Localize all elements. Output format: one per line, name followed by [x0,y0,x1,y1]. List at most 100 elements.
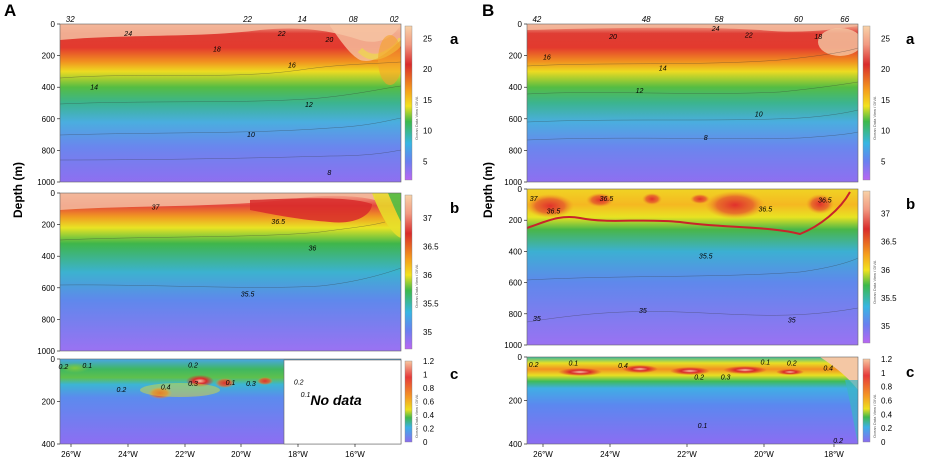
y-axis-label-B: Depth (m) [481,162,495,218]
y-tick-label-Aa-2: 400 [42,83,56,92]
colorbar-tick-Bb-1: 35.5 [881,294,897,303]
contour-label-Bb-6: 35 [533,316,541,323]
contour-label-Bc-1: 0.1 [568,360,578,367]
y-tick-label-Bc-2: 400 [509,440,523,449]
contour-label-Ab-3: 35.5 [241,292,255,299]
y-tick-label-Bb-0: 0 [518,185,523,194]
y-tick-label-Ba-0: 0 [518,20,523,29]
sub-letter-Bc: c [906,364,914,381]
station-label-B-0: 42 [532,15,541,24]
contour-label-Ac-7: 0.3 [246,381,256,388]
colorbar-tick-Ac-5: 1 [423,371,428,380]
contour-label-Bb-2: 36.5 [600,196,614,203]
colorbar-tick-Ac-3: 0.6 [423,398,435,407]
x-tick-label-A-5: 16°W [345,450,365,459]
x-tick-label-B-4: 18°W [824,450,844,459]
contour-label-Ac-0: 0.1 [82,363,92,370]
colorbar-tick-Ba-2: 15 [881,96,890,105]
contour-label-Bc-4: 0.3 [721,374,731,381]
contour-label-Ac-6: 0.1 [226,380,236,387]
y-tick-label-Ac-0: 0 [51,355,56,364]
contour-label-Aa-6: 12 [305,102,313,109]
contour-label-Ac-4: 0.2 [188,362,198,369]
y-tick-label-Ab-4: 800 [42,315,56,324]
contour-label-Bc-3: 0.2 [694,374,704,381]
x-tick-label-B-2: 22°W [677,450,697,459]
contour-label-Ac-2: 0.2 [117,387,127,394]
y-tick-label-Bb-5: 1000 [504,341,522,350]
contour-label-Aa-4: 16 [288,63,296,70]
contour-label-Ac-5: 0.3 [188,381,198,388]
contour-label-Bc-6: 0.2 [787,360,797,367]
y-tick-label-Ba-2: 400 [509,83,523,92]
y-tick-label-Bc-1: 200 [509,397,523,406]
colorbar-B-chlorophyll [862,358,871,443]
contour-label-Aa-5: 14 [90,85,98,92]
contour-label-Ac-1: 0.2 [59,364,69,371]
y-tick-label-Bb-3: 600 [509,279,523,288]
contour-label-Ab-2: 36 [308,246,316,253]
sub-letter-Ba: a [906,31,915,48]
colorbar-tick-Ac-1: 0.2 [423,425,435,434]
y-axis-label-A: Depth (m) [11,162,25,218]
y-tick-label-Ba-4: 800 [509,146,523,155]
colorbar-tick-Aa-1: 10 [423,127,432,136]
odv-caption-Bc: Ocean Data View / DIVA [872,394,877,438]
x-tick-label-A-0: 26°W [61,450,81,459]
x-tick-label-A-4: 18°W [288,450,308,459]
colorbar-tick-Ba-1: 10 [881,127,890,136]
x-tick-label-A-2: 22°W [175,450,195,459]
contour-label-Bb-7: 35 [639,308,647,315]
y-tick-label-Ba-3: 600 [509,115,523,124]
sub-letter-Aa: a [450,31,459,48]
colorbar-tick-Bb-3: 36.5 [881,238,897,247]
colorbar-tick-Aa-2: 15 [423,96,432,105]
station-label-A-2: 14 [298,15,307,24]
colorbar-tick-Bc-6: 1.2 [881,355,893,364]
contour-label-Bc-5: 0.1 [760,359,770,366]
contour-label-Ba-0: 24 [711,26,720,33]
y-tick-label-Ab-5: 1000 [37,347,55,356]
colorbar-tick-Aa-0: 5 [423,158,428,167]
colorbar-A-chlorophyll [404,360,413,443]
colorbar-tick-Ab-3: 36.5 [423,242,439,251]
panel-letter-A: A [4,1,16,20]
contour-label-Ba-3: 18 [814,34,822,41]
contour-label-Bc-7: 0.4 [823,366,833,373]
contour-label-Ac-9: 0.1 [301,392,311,399]
colorbar-tick-Ab-4: 37 [423,214,432,223]
colorbar-tick-Ab-0: 35 [423,328,432,337]
x-tick-label-B-1: 24°W [600,450,620,459]
contour-label-Bb-8: 35 [788,317,796,324]
station-label-B-4: 66 [840,15,849,24]
sub-letter-Ab: b [450,200,459,217]
colorbar-tick-Aa-3: 20 [423,65,432,74]
contour-label-Aa-8: 8 [327,170,331,177]
contour-label-Ab-1: 36.5 [271,219,285,226]
x-tick-label-A-1: 24°W [118,450,138,459]
colorbar-tick-Bb-2: 36 [881,266,890,275]
x-tick-label-B-0: 26°W [533,450,553,459]
panel-A-chlorophyll: No data [59,358,402,445]
contour-label-Aa-3: 20 [324,37,333,44]
colorbar-tick-Ac-6: 1.2 [423,357,435,366]
colorbar-tick-Bc-3: 0.6 [881,397,893,406]
contour-label-Ba-1: 20 [608,34,617,41]
colorbar-tick-Ab-1: 35.5 [423,299,439,308]
y-tick-label-Ab-2: 400 [42,252,56,261]
station-label-A-4: 02 [390,15,399,24]
contour-label-Bb-5: 35.5 [699,254,713,261]
colorbar-tick-Aa-4: 25 [423,34,432,43]
sub-letter-Bb: b [906,196,915,213]
odv-caption-Aa: Ocean Data View / DIVA [414,96,419,140]
odv-caption-Bb: Ocean Data View / DIVA [872,260,877,304]
contour-label-Bb-0: 37 [530,196,539,203]
station-label-B-3: 60 [794,15,803,24]
colorbar-tick-Bc-0: 0 [881,438,886,447]
panel-A-temperature [59,23,402,183]
colorbar-tick-Bb-0: 35 [881,322,890,331]
colorbar-B-salinity [862,190,871,344]
contour-label-Ac-3: 0.4 [161,384,171,391]
colorbar-tick-Bc-2: 0.4 [881,410,893,419]
